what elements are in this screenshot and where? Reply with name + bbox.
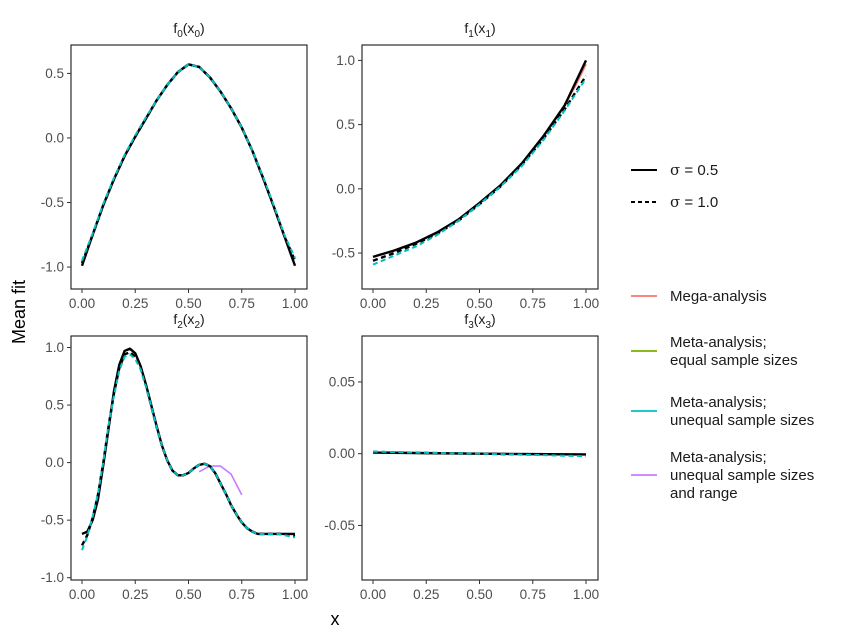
y-tick-label: 0.5 — [45, 66, 64, 81]
panel-border — [70, 44, 308, 290]
x-tick-label: 1.00 — [573, 587, 599, 602]
panel-border — [361, 335, 599, 581]
panel-f1: f1(x1) -0.5 0.0 0.5 1.0 0.00 0.25 0.50 0.75 1.00 — [332, 20, 599, 311]
series-line — [198, 465, 243, 496]
y-axis-title: Mean fit — [9, 280, 29, 344]
x-tick-label: 0.50 — [175, 296, 201, 311]
y-tick-label: 0.5 — [45, 398, 64, 413]
series-line — [372, 77, 587, 266]
y-tick-label: -1.0 — [41, 260, 64, 275]
x-tick-label: 0.50 — [466, 296, 492, 311]
legend-item-method: Meta-analysis;equal sample sizes — [631, 334, 798, 369]
x-tick-label: 0.25 — [122, 587, 148, 602]
x-tick-label: 0.75 — [520, 587, 546, 602]
legend-label: Meta-analysis; — [670, 449, 767, 466]
legend-item-sigma: σ = 1.0 — [631, 193, 718, 211]
legend-label: σ = 1.0 — [670, 193, 718, 211]
series-line — [372, 450, 587, 458]
y-tick-label: -0.05 — [324, 518, 355, 533]
panel-f3: f3(x3) -0.05 0.00 0.05 0.00 0.25 0.50 0.75 1.00 — [324, 311, 599, 602]
legend-item-sigma: σ = 0.5 — [631, 161, 718, 179]
legend-linetype: σ = 0.5 σ = 1.0 — [631, 161, 718, 211]
legend-label: equal sample sizes — [670, 352, 798, 369]
legend-label: and range — [670, 485, 738, 502]
x-tick-label: 0.00 — [360, 296, 386, 311]
y-tick-label: -1.0 — [41, 570, 64, 585]
legend-label: σ = 0.5 — [670, 161, 718, 179]
panel-f2: f2(x2) -1.0 -0.5 0.0 0.5 1.0 0.00 0.25 0.50 0.75 1… — [41, 311, 308, 602]
panel-series — [80, 347, 296, 551]
y-tick-label: 0.5 — [336, 117, 355, 132]
x-tick-label: 0.00 — [69, 296, 95, 311]
x-tick-label: 0.50 — [466, 587, 492, 602]
x-tick-label: 0.50 — [175, 587, 201, 602]
panel-grid: f0(x0)-1.0-0.50.00.50.00 0.25 0.50 0.75 1.00… — [41, 20, 599, 602]
x-tick-label: 0.25 — [122, 296, 148, 311]
legend-item-method: Mega-analysis — [631, 288, 767, 305]
x-tick-label: 0.75 — [229, 296, 255, 311]
y-tick-label: -0.5 — [41, 513, 64, 528]
y-tick-label: 1.0 — [336, 53, 355, 68]
panel-series — [372, 450, 587, 458]
x-axis-title: x — [331, 609, 340, 629]
series-line — [80, 63, 297, 264]
panel-title: f2(x2) — [173, 311, 204, 331]
series-line — [81, 63, 296, 261]
legend-label: Meta-analysis; — [670, 394, 767, 411]
panel-title: f1(x1) — [464, 20, 495, 40]
x-tick-label: 0.00 — [69, 587, 95, 602]
x-tick-label: 1.00 — [282, 296, 308, 311]
y-tick-label: 0.0 — [45, 455, 64, 470]
series-line — [372, 75, 588, 262]
legend-label: Mega-analysis — [670, 288, 767, 305]
series-line — [372, 59, 588, 259]
panel-f0: f0(x0) -1.0 -0.5 0.0 0.5 0.00 0.25 0.50 0.75 1.00 — [41, 20, 308, 311]
legend-label: unequal sample sizes — [670, 412, 814, 429]
panel-series — [372, 59, 588, 266]
x-tick-label: 1.00 — [573, 296, 599, 311]
panel-border — [70, 335, 308, 581]
series-line — [80, 63, 297, 267]
legend-label: Meta-analysis; — [670, 334, 767, 351]
x-tick-label: 0.75 — [229, 587, 255, 602]
y-tick-label: -0.5 — [332, 246, 355, 261]
y-tick-label: -0.5 — [41, 195, 64, 210]
y-tick-label: 0.0 — [45, 130, 64, 145]
x-tick-label: 0.25 — [413, 587, 439, 602]
panel-series — [80, 63, 297, 267]
series-line — [80, 350, 296, 547]
y-tick-label: 0.05 — [329, 374, 355, 389]
y-tick-label: 0.0 — [336, 181, 355, 196]
legend-item-method: Meta-analysis;unequal sample sizes — [631, 394, 814, 429]
y-tick-label: 0.00 — [329, 446, 355, 461]
series-line — [81, 353, 296, 551]
x-tick-label: 1.00 — [282, 587, 308, 602]
panel-title: f0(x0) — [173, 20, 204, 40]
panel-title: f3(x3) — [464, 311, 495, 331]
series-line — [81, 347, 295, 536]
x-tick-label: 0.75 — [520, 296, 546, 311]
legend-label: unequal sample sizes — [670, 467, 814, 484]
x-tick-label: 0.25 — [413, 296, 439, 311]
x-tick-label: 0.00 — [360, 587, 386, 602]
y-tick-label: 1.0 — [45, 340, 64, 355]
